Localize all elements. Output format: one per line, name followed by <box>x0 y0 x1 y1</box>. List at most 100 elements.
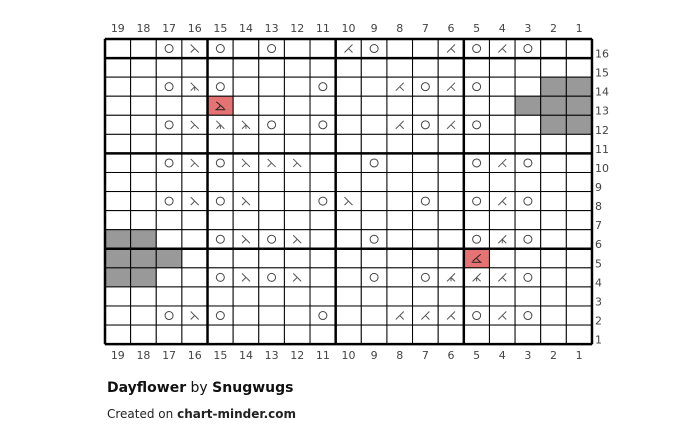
chart-cell <box>283 191 311 212</box>
chart-cell <box>283 114 311 135</box>
chart-cell <box>130 76 157 97</box>
chart-cell <box>258 210 285 231</box>
chart-cell <box>155 324 183 345</box>
column-number-top: 8 <box>396 22 403 35</box>
chart-cell <box>283 210 311 231</box>
chart-cell <box>360 57 388 78</box>
chart-cell <box>412 267 439 288</box>
chart-cell <box>412 286 439 307</box>
row-number: 12 <box>595 124 609 137</box>
chart-cell <box>412 114 439 135</box>
chart-cell <box>130 114 157 135</box>
row-number: 13 <box>595 105 609 118</box>
chart-cell <box>232 133 260 154</box>
row-number: 3 <box>595 295 602 308</box>
chart-cell <box>386 95 414 116</box>
chart-cell <box>514 305 542 326</box>
chart-cell <box>155 152 183 173</box>
chart-cell <box>540 114 567 135</box>
left-double-decrease-icon <box>215 120 225 130</box>
chart-cell <box>335 114 362 135</box>
chart-cell <box>130 210 157 231</box>
site-link[interactable]: chart-minder.com <box>177 407 296 421</box>
yarn-over-icon <box>164 158 174 168</box>
left-decrease-icon <box>344 196 353 206</box>
column-number-bottom: 3 <box>524 349 531 362</box>
chart-cell <box>207 324 234 345</box>
author-name[interactable]: Snugwugs <box>212 380 294 396</box>
chart-cell <box>130 95 157 116</box>
chart-cell <box>335 95 362 116</box>
chart-cell <box>565 38 593 59</box>
chart-cell <box>565 57 593 78</box>
chart-cell <box>283 76 311 97</box>
chart-cell <box>207 152 234 173</box>
chart-cell <box>130 286 157 307</box>
chart-cell <box>463 114 490 135</box>
chart-cell <box>207 248 234 269</box>
chart-cell <box>335 286 362 307</box>
column-number-bottom: 9 <box>371 349 378 362</box>
chart-cell <box>258 248 285 269</box>
chart-cell <box>488 286 516 307</box>
yarn-over-icon <box>164 196 174 206</box>
chart-cell <box>540 152 567 173</box>
chart-cell <box>207 210 234 231</box>
chart-cell <box>309 152 337 173</box>
column-number-bottom: 7 <box>422 349 429 362</box>
chart-cell <box>283 286 311 307</box>
chart-cell <box>130 229 157 250</box>
chart-cell <box>207 286 234 307</box>
chart-cell <box>335 133 362 154</box>
chart-cell <box>360 114 388 135</box>
chart-cell <box>104 57 132 78</box>
chart-cell <box>309 95 337 116</box>
chart-cell <box>386 152 414 173</box>
left-decrease-icon <box>241 234 251 244</box>
chart-cell <box>412 191 439 212</box>
row-number: 9 <box>595 181 602 194</box>
chart-cell <box>335 305 362 326</box>
row-number: 6 <box>595 238 602 251</box>
chart-cell <box>309 248 337 269</box>
chart-cell <box>335 152 362 173</box>
chart-cell <box>181 95 209 116</box>
chart-cell <box>540 38 567 59</box>
chart-cell <box>565 191 593 212</box>
chart-cell <box>360 210 388 231</box>
column-number-top: 13 <box>265 22 279 35</box>
chart-cell <box>335 324 362 345</box>
chart-cell <box>463 152 490 173</box>
chart-cell <box>437 229 465 250</box>
chart-cell <box>130 133 157 154</box>
yarn-over-icon <box>215 158 225 168</box>
chart-cell <box>335 76 362 97</box>
chart-cell <box>463 191 490 212</box>
chart-cell <box>104 95 132 116</box>
chart-cell <box>540 305 567 326</box>
chart-cell <box>155 229 183 250</box>
yarn-over-icon <box>267 44 277 54</box>
chart-cell <box>207 76 234 97</box>
chart-cell <box>258 57 285 78</box>
column-number-top: 19 <box>111 22 125 35</box>
column-number-top: 18 <box>136 22 150 35</box>
chart-cell <box>104 114 132 135</box>
chart-cell <box>412 248 439 269</box>
chart-cell <box>283 324 311 345</box>
chart-cell <box>309 57 337 78</box>
yarn-over-icon <box>369 158 379 168</box>
chart-cell <box>360 95 388 116</box>
chart-cell <box>104 171 132 193</box>
pattern-name: Dayflower <box>107 380 187 396</box>
chart-cell <box>283 248 311 269</box>
left-double-decrease-icon <box>241 120 251 130</box>
chart-cell <box>104 267 132 288</box>
left-decrease-icon <box>190 120 200 130</box>
column-number-top: 5 <box>473 22 480 35</box>
left-decrease-icon <box>190 311 200 320</box>
chart-cell <box>207 38 234 59</box>
chart-cell <box>565 210 593 231</box>
